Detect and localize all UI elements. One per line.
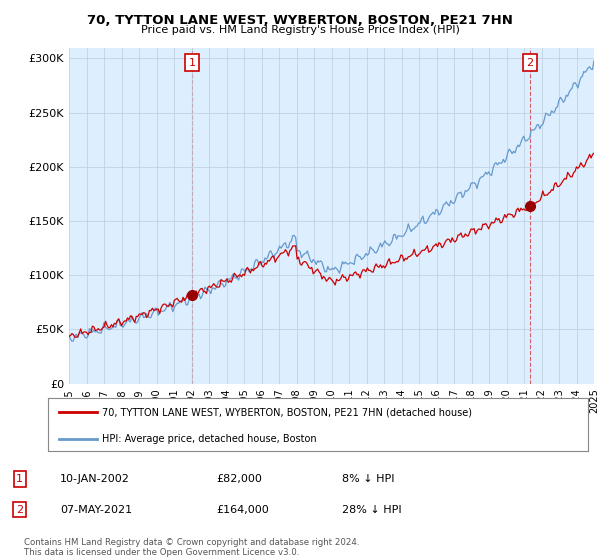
Text: 10-JAN-2002: 10-JAN-2002 — [60, 474, 130, 484]
Text: £82,000: £82,000 — [216, 474, 262, 484]
Text: 2: 2 — [527, 58, 533, 68]
Text: 2: 2 — [16, 505, 23, 515]
Text: 28% ↓ HPI: 28% ↓ HPI — [342, 505, 401, 515]
Text: 1: 1 — [188, 58, 196, 68]
Text: 70, TYTTON LANE WEST, WYBERTON, BOSTON, PE21 7HN: 70, TYTTON LANE WEST, WYBERTON, BOSTON, … — [87, 14, 513, 27]
Text: 70, TYTTON LANE WEST, WYBERTON, BOSTON, PE21 7HN (detached house): 70, TYTTON LANE WEST, WYBERTON, BOSTON, … — [102, 408, 472, 418]
Text: Contains HM Land Registry data © Crown copyright and database right 2024.
This d: Contains HM Land Registry data © Crown c… — [24, 538, 359, 557]
Text: 8% ↓ HPI: 8% ↓ HPI — [342, 474, 395, 484]
Text: 1: 1 — [16, 474, 23, 484]
Text: HPI: Average price, detached house, Boston: HPI: Average price, detached house, Bost… — [102, 434, 317, 444]
Text: £164,000: £164,000 — [216, 505, 269, 515]
Text: Price paid vs. HM Land Registry's House Price Index (HPI): Price paid vs. HM Land Registry's House … — [140, 25, 460, 35]
Text: 07-MAY-2021: 07-MAY-2021 — [60, 505, 132, 515]
